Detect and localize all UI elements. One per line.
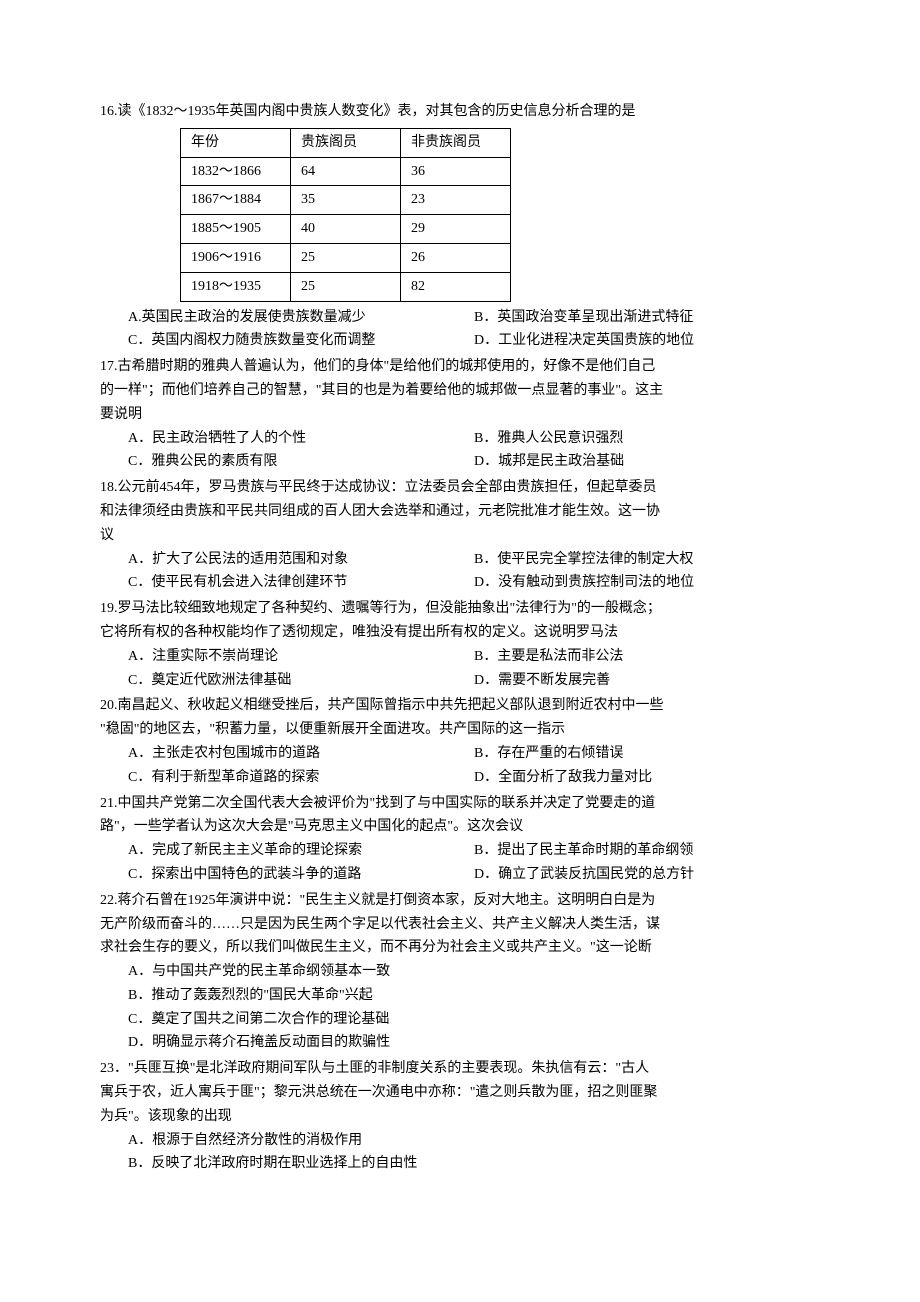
question-21-options: A．完成了新民主主义革命的理论探索 B．提出了民主革命时期的革命纲领 C．探索出…: [100, 839, 820, 887]
option-a: A.英国民主政治的发展使贵族数量减少: [128, 306, 474, 330]
table-header-noble: 贵族阁员: [291, 128, 401, 157]
option-a: A．与中国共产党的民主革命纲领基本一致: [128, 960, 820, 984]
table-cell: 1832～1866: [181, 157, 291, 186]
table-cell: 40: [291, 215, 401, 244]
question-22-line2: 无产阶级而奋斗的……只是因为民生两个字足以代表社会主义、共产主义解决人类生活，谋: [100, 913, 820, 937]
table-cell: 1918～1935: [181, 272, 291, 301]
question-20-line2: "稳固"的地区去，"积蓄力量，以便重新展开全面进攻。共产国际的这一指示: [100, 718, 820, 742]
option-a: A．民主政治牺牲了人的个性: [128, 427, 474, 451]
option-b: B．主要是私法而非公法: [474, 645, 820, 669]
table-cell: 1906～1916: [181, 243, 291, 272]
table-cell: 23: [401, 186, 511, 215]
question-17-line1: 17.古希腊时期的雅典人普遍认为，他们的身体"是给他们的城邦使用的，好像不是他们…: [100, 355, 820, 379]
question-23-line3: 为兵"。该现象的出现: [100, 1105, 820, 1129]
option-d: D．确立了武装反抗国民党的总方针: [474, 863, 820, 887]
question-16-table: 年份 贵族阁员 非贵族阁员 1832～1866 64 36 1867～1884 …: [180, 128, 511, 302]
question-23: 23．"兵匪互换"是北洋政府期间军队与土匪的非制度关系的主要表现。朱执信有云："…: [100, 1057, 820, 1176]
question-22-line3: 求社会生存的要义，所以我们叫做民生主义，而不再分为社会主义或共产主义。"这一论断: [100, 936, 820, 960]
option-a: A．扩大了公民法的适用范围和对象: [128, 548, 474, 572]
table-cell: 1867～1884: [181, 186, 291, 215]
question-17-options: A．民主政治牺牲了人的个性 B．雅典人公民意识强烈 C．雅典公民的素质有限 D．…: [100, 427, 820, 475]
question-20-line1: 20.南昌起义、秋收起义相继受挫后，共产国际曾指示中共先把起义部队退到附近农村中…: [100, 694, 820, 718]
question-22-line1: 22.蒋介石曾在1925年演讲中说："民生主义就是打倒资本家，反对大地主。这明明…: [100, 889, 820, 913]
question-19-options: A．注重实际不崇尚理论 B．主要是私法而非公法 C．奠定近代欧洲法律基础 D．需…: [100, 645, 820, 693]
question-18-line1: 18.公元前454年，罗马贵族与平民终于达成协议：立法委员会全部由贵族担任，但起…: [100, 476, 820, 500]
option-d: D．工业化进程决定英国贵族的地位: [474, 329, 820, 353]
table-cell: 64: [291, 157, 401, 186]
question-19-line1: 19.罗马法比较细致地规定了各种契约、遗嘱等行为，但没能抽象出"法律行为"的一般…: [100, 597, 820, 621]
option-b: B．提出了民主革命时期的革命纲领: [474, 839, 820, 863]
question-19: 19.罗马法比较细致地规定了各种契约、遗嘱等行为，但没能抽象出"法律行为"的一般…: [100, 597, 820, 692]
question-18-options: A．扩大了公民法的适用范围和对象 B．使平民完全掌控法律的制定大权 C．使平民有…: [100, 548, 820, 596]
question-22-options: A．与中国共产党的民主革命纲领基本一致 B．推动了轰轰烈烈的"国民大革命"兴起 …: [100, 960, 820, 1055]
option-a: A．完成了新民主主义革命的理论探索: [128, 839, 474, 863]
option-b: B．反映了北洋政府时期在职业选择上的自由性: [128, 1152, 820, 1176]
option-d: D．需要不断发展完善: [474, 669, 820, 693]
question-23-line2: 寓兵于农，近人寓兵于匪"；黎元洪总统在一次通电中亦称："遣之则兵散为匪，招之则匪…: [100, 1081, 820, 1105]
option-d: D．城邦是民主政治基础: [474, 450, 820, 474]
question-20: 20.南昌起义、秋收起义相继受挫后，共产国际曾指示中共先把起义部队退到附近农村中…: [100, 694, 820, 789]
question-17-line2: 的一样"；而他们培养自己的智慧，"其目的也是为着要给他的城邦做一点显著的事业"。…: [100, 379, 820, 403]
table-header-year: 年份: [181, 128, 291, 157]
option-a: A．注重实际不崇尚理论: [128, 645, 474, 669]
option-b: B．使平民完全掌控法律的制定大权: [474, 548, 820, 572]
table-row: 1918～1935 25 82: [181, 272, 511, 301]
option-c: C．英国内阁权力随贵族数量变化而调整: [128, 329, 474, 353]
table-cell: 29: [401, 215, 511, 244]
option-c: C．使平民有机会进入法律创建环节: [128, 571, 474, 595]
question-18: 18.公元前454年，罗马贵族与平民终于达成协议：立法委员会全部由贵族担任，但起…: [100, 476, 820, 595]
question-20-options: A．主张走农村包围城市的道路 B．存在严重的右倾错误 C．有利于新型革命道路的探…: [100, 742, 820, 790]
option-b: B．存在严重的右倾错误: [474, 742, 820, 766]
question-21: 21.中国共产党第二次全国代表大会被评价为"找到了与中国实际的联系并决定了党要走…: [100, 792, 820, 887]
option-c: C．探索出中国特色的武装斗争的道路: [128, 863, 474, 887]
question-16-options: A.英国民主政治的发展使贵族数量减少 B．英国政治变革呈现出渐进式特征 C．英国…: [100, 306, 820, 354]
question-23-line1: 23．"兵匪互换"是北洋政府期间军队与土匪的非制度关系的主要表现。朱执信有云："…: [100, 1057, 820, 1081]
option-b: B．推动了轰轰烈烈的"国民大革命"兴起: [128, 984, 820, 1008]
question-16: 16.读《1832～1935年英国内阁中贵族人数变化》表，对其包含的历史信息分析…: [100, 100, 820, 353]
table-header-row: 年份 贵族阁员 非贵族阁员: [181, 128, 511, 157]
table-cell: 36: [401, 157, 511, 186]
question-18-line3: 议: [100, 524, 820, 548]
table-cell: 26: [401, 243, 511, 272]
table-row: 1885～1905 40 29: [181, 215, 511, 244]
option-c: C．有利于新型革命道路的探索: [128, 766, 474, 790]
question-17: 17.古希腊时期的雅典人普遍认为，他们的身体"是给他们的城邦使用的，好像不是他们…: [100, 355, 820, 474]
table-row: 1906～1916 25 26: [181, 243, 511, 272]
question-21-line2: 路"，一些学者认为这次大会是"马克思主义中国化的起点"。这次会议: [100, 815, 820, 839]
option-c: C．奠定了国共之间第二次合作的理论基础: [128, 1008, 820, 1032]
table-row: 1867～1884 35 23: [181, 186, 511, 215]
table-cell: 82: [401, 272, 511, 301]
option-d: D．明确显示蒋介石掩盖反动面目的欺骗性: [128, 1031, 820, 1055]
option-a: A．主张走农村包围城市的道路: [128, 742, 474, 766]
table-header-nonnoble: 非贵族阁员: [401, 128, 511, 157]
option-b: B．雅典人公民意识强烈: [474, 427, 820, 451]
option-d: D．全面分析了敌我力量对比: [474, 766, 820, 790]
option-c: C．雅典公民的素质有限: [128, 450, 474, 474]
question-16-text: 16.读《1832～1935年英国内阁中贵族人数变化》表，对其包含的历史信息分析…: [100, 100, 820, 124]
option-a: A．根源于自然经济分散性的消极作用: [128, 1129, 820, 1153]
question-22: 22.蒋介石曾在1925年演讲中说："民生主义就是打倒资本家，反对大地主。这明明…: [100, 889, 820, 1056]
question-23-options: A．根源于自然经济分散性的消极作用 B．反映了北洋政府时期在职业选择上的自由性: [100, 1129, 820, 1177]
option-b: B．英国政治变革呈现出渐进式特征: [474, 306, 820, 330]
table-cell: 1885～1905: [181, 215, 291, 244]
question-17-line3: 要说明: [100, 403, 820, 427]
question-19-line2: 它将所有权的各种权能均作了透彻规定，唯独没有提出所有权的定义。这说明罗马法: [100, 621, 820, 645]
option-c: C．奠定近代欧洲法律基础: [128, 669, 474, 693]
option-d: D．没有触动到贵族控制司法的地位: [474, 571, 820, 595]
table-cell: 25: [291, 272, 401, 301]
table-cell: 25: [291, 243, 401, 272]
table-cell: 35: [291, 186, 401, 215]
question-18-line2: 和法律须经由贵族和平民共同组成的百人团大会选举和通过，元老院批准才能生效。这一协: [100, 500, 820, 524]
table-row: 1832～1866 64 36: [181, 157, 511, 186]
question-21-line1: 21.中国共产党第二次全国代表大会被评价为"找到了与中国实际的联系并决定了党要走…: [100, 792, 820, 816]
